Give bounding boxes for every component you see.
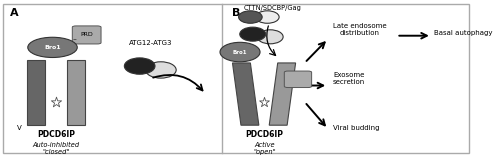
Text: PDCD6IP: PDCD6IP [38,130,76,139]
Text: PDCD6IP: PDCD6IP [246,130,284,139]
Point [260,101,268,103]
Ellipse shape [257,30,283,44]
Text: Active
"open": Active "open" [253,142,276,155]
Polygon shape [66,60,86,125]
Text: CTTN/SDCBP/Gag: CTTN/SDCBP/Gag [244,5,302,11]
Text: Basal autophagy: Basal autophagy [434,30,492,36]
Polygon shape [269,63,295,125]
FancyBboxPatch shape [72,26,101,44]
Text: Exosome
secretion: Exosome secretion [333,72,365,85]
FancyBboxPatch shape [284,71,312,88]
Text: ATG12-ATG3: ATG12-ATG3 [129,41,172,46]
Point [52,101,60,103]
Polygon shape [26,60,46,125]
Text: Bro1: Bro1 [233,50,248,55]
Text: PRD: PRD [80,32,94,37]
Ellipse shape [124,58,155,74]
Text: B: B [232,8,240,18]
Ellipse shape [220,42,260,62]
Ellipse shape [238,11,262,23]
Text: Viral budding: Viral budding [333,124,380,131]
Ellipse shape [256,11,279,23]
Text: Bro1: Bro1 [44,45,61,50]
Ellipse shape [28,37,77,58]
Text: A: A [10,8,18,18]
Text: V: V [17,125,22,131]
Text: Late endosome
distribution: Late endosome distribution [333,23,386,36]
Text: Auto-inhibited
"closed": Auto-inhibited "closed" [32,142,80,155]
Ellipse shape [146,62,176,78]
Ellipse shape [240,27,266,41]
Polygon shape [232,63,259,125]
